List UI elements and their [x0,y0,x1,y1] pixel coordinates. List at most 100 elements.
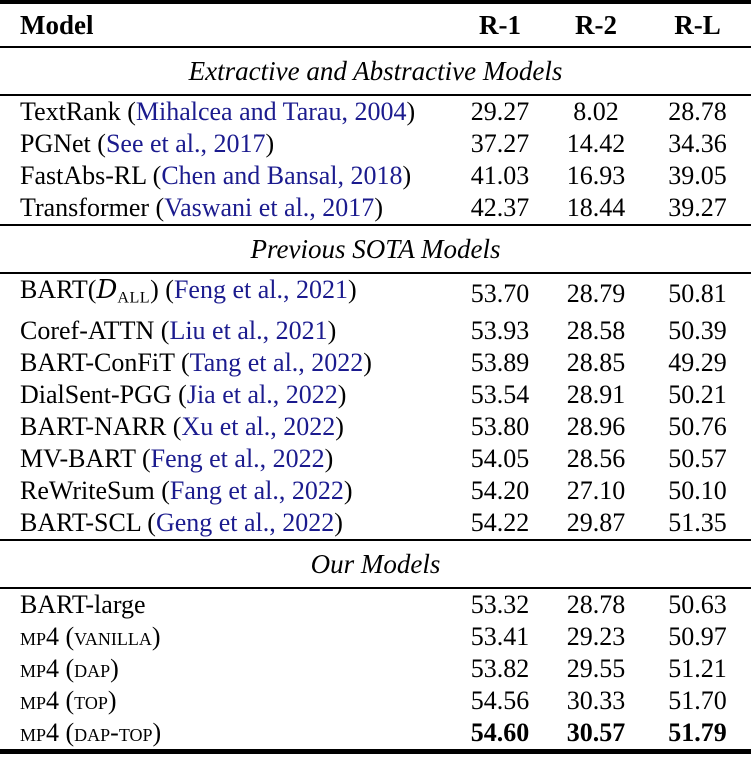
model-name-cell: BART-large [0,588,452,621]
r2-value: 27.10 [566,475,626,505]
model-name: FastAbs-RL ( [20,161,162,190]
r1-value: 54.05 [470,443,530,473]
model-name: ReWriteSum ( [20,475,170,505]
table-row-fastabs-rl: FastAbs-RL (Chen and Bansal, 2018) 41.03… [0,160,751,192]
model-name-suffix: ) [324,443,334,473]
model-name-cell: FastAbs-RL (Chen and Bansal, 2018) [0,160,452,192]
r2-value-best: 30.57 [566,717,626,747]
model-name-suffix: ) [374,193,383,222]
table-row-rewritesum: ReWriteSum (Fang et al., 2022) 54.20 27.… [0,475,751,507]
rl-value-best: 51.79 [668,717,727,747]
rl-value: 50.10 [668,475,727,505]
section-header-our-models: Our Models [0,539,751,589]
r2-value: 29.23 [566,621,626,651]
model-name-cell: mp4 (dap) [0,653,452,685]
rl-value: 50.21 [668,379,727,409]
model-name-mid: ) ( [150,275,174,304]
model-name-suffix: ) [334,507,343,537]
citation-link[interactable]: Liu et al., 2021 [169,315,328,345]
table-row-mp4-dap: mp4 (dap) 53.82 29.55 51.21 [0,653,751,685]
table-row-bart-dall: BART(DALL) (Feng et al., 2021) 53.70 28.… [0,273,751,315]
model-name-cell: MV-BART (Feng et al., 2022) [0,443,452,475]
model-name-cell: mp4 (dap-top) [0,717,452,752]
section-title: Our Models [0,539,751,589]
citation-link[interactable]: Tang et al., 2022 [189,347,364,377]
r2-value: 16.93 [566,161,626,190]
r2-value: 14.42 [566,129,626,158]
model-name-suffix: ) [327,315,337,345]
citation-link[interactable]: Geng et al., 2022 [155,507,335,537]
table-row-bart-scl: BART-SCL (Geng et al., 2022) 54.22 29.87… [0,506,751,541]
citation-link[interactable]: See et al., 2017 [105,129,266,158]
r2-value: 28.56 [566,443,626,473]
model-name: BART-SCL ( [20,507,156,537]
model-name: MV-BART ( [20,443,151,473]
model-name-cell: Transformer (Vaswani et al., 2017) [0,192,452,226]
model-name-suffix: ) [406,97,416,126]
column-header-r1: R-1 [452,2,548,48]
section-title: Extractive and Abstractive Models [0,47,751,96]
rl-value: 28.78 [668,97,727,126]
rl-value: 51.35 [644,506,751,541]
model-name: mp4 (vanilla) [20,621,161,651]
model-name: mp4 (dap-top) [20,717,162,747]
model-name-suffix: ) [402,161,412,190]
r2-value: 30.33 [566,685,626,715]
table-row-mp4-top: mp4 (top) 54.56 30.33 51.70 [0,685,751,717]
mathcal-d-symbol: D [96,275,118,305]
model-name-cell: BART-NARR (Xu et al., 2022) [0,411,452,443]
model-name-cell: mp4 (top) [0,685,452,717]
rl-value: 50.81 [668,279,727,309]
citation-link[interactable]: Vaswani et al., 2017 [164,193,375,222]
rl-value: 50.76 [668,411,727,441]
model-name: PGNet ( [20,129,106,158]
citation-link[interactable]: Mihalcea and Tarau, 2004 [135,97,407,126]
citation-link[interactable]: Xu et al., 2022 [181,411,336,441]
citation-link[interactable]: Fang et al., 2022 [169,475,344,505]
model-name: mp4 (top) [20,685,117,715]
section-header-extractive-abstractive: Extractive and Abstractive Models [0,47,751,96]
model-name-suffix: ) [348,275,357,304]
table-row-mp4-dap-top: mp4 (dap-top) 54.60 30.57 51.79 [0,717,751,752]
rl-value: 50.57 [668,443,727,473]
r1-value: 53.80 [470,411,530,441]
citation-link[interactable]: Feng et al., 2022 [150,443,325,473]
table-row-textrank: TextRank (Mihalcea and Tarau, 2004) 29.2… [0,95,751,128]
citation-link[interactable]: Chen and Bansal, 2018 [161,161,403,190]
r1-value: 53.82 [470,653,530,683]
r1-value: 53.41 [470,621,530,651]
rl-value: 51.70 [668,685,727,715]
subscript-all: ALL [117,289,151,307]
r1-value: 53.70 [470,279,530,309]
rl-value: 49.29 [668,347,727,377]
table-row-mp4-vanilla: mp4 (vanilla) 53.41 29.23 50.97 [0,621,751,653]
rl-value: 51.21 [668,653,727,683]
column-header-r2: R-2 [548,2,644,48]
table-header-row: Model R-1 R-2 R-L [0,2,751,48]
model-name-cell: TextRank (Mihalcea and Tarau, 2004) [0,95,452,128]
rl-value: 50.63 [668,589,727,619]
model-name-cell: Coref-ATTN (Liu et al., 2021) [0,315,452,347]
section-title: Previous SOTA Models [0,225,751,274]
r2-value: 28.58 [566,315,626,345]
r2-value: 28.79 [566,279,626,309]
rl-value: 39.27 [644,192,751,226]
model-name-suffix: ) [343,475,353,505]
section-header-previous-sota: Previous SOTA Models [0,225,751,274]
citation-link[interactable]: Jia et al., 2022 [186,379,338,409]
r2-value: 28.78 [566,589,626,619]
model-name-suffix: ) [363,347,372,377]
model-name: BART-NARR ( [20,411,182,441]
r1-value: 37.27 [470,129,530,158]
model-name: DialSent-PGG ( [20,379,187,409]
r2-value: 28.91 [566,379,626,409]
r2-value: 28.96 [566,411,626,441]
citation-link[interactable]: Feng et al., 2021 [173,275,348,304]
r1-value: 53.32 [470,589,530,619]
r1-value: 41.03 [470,161,530,190]
model-name-cell: mp4 (vanilla) [0,621,452,653]
r1-value: 53.54 [470,379,530,409]
table-row-bart-large: BART-large 53.32 28.78 50.63 [0,588,751,621]
